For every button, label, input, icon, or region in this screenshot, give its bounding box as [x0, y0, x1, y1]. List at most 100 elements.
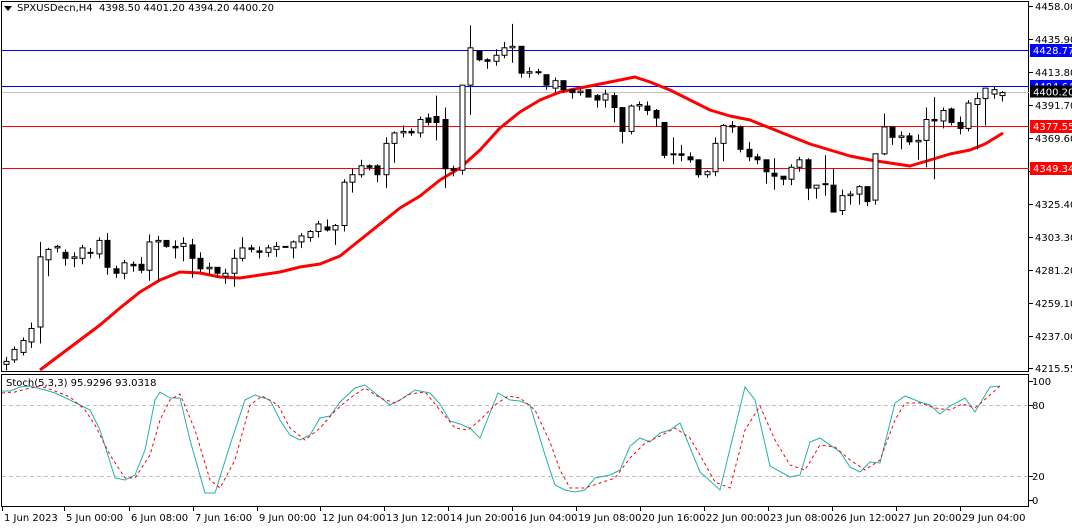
candle	[687, 152, 694, 163]
candle	[974, 92, 981, 150]
candle	[670, 137, 677, 165]
time-tick-label: 29 Jun 04:00	[962, 513, 1026, 524]
candle	[450, 165, 457, 177]
candle	[560, 80, 567, 93]
time-tick-label: 26 Jun 12:00	[834, 513, 898, 524]
candle	[256, 246, 263, 259]
stoch-tick-label: 20	[1032, 472, 1045, 483]
candle	[146, 234, 153, 281]
level-price-tag	[1030, 120, 1072, 133]
stoch-tick-label: 0	[1032, 496, 1038, 507]
candle	[872, 153, 879, 205]
candle	[20, 337, 27, 356]
price-tick-label: 4215.55	[1035, 364, 1072, 375]
candle	[324, 219, 331, 232]
price-tick-label: 4237.00	[1035, 332, 1072, 343]
level-price-text: 4377.55	[1033, 122, 1072, 133]
candle	[425, 113, 432, 126]
candle	[611, 92, 618, 123]
candle	[796, 156, 803, 172]
candle	[653, 109, 660, 127]
candle	[265, 244, 272, 257]
candle	[206, 262, 213, 275]
candle	[273, 241, 280, 257]
candle	[982, 87, 989, 126]
candle	[704, 170, 711, 178]
stoch-tick-label: 100	[1032, 377, 1051, 388]
candle	[644, 101, 651, 115]
candle	[282, 245, 289, 248]
candle	[543, 74, 550, 90]
candle	[720, 123, 727, 162]
stoch-indicator-label: Stoch(5,3,3) 95.9296 93.0318	[6, 378, 157, 389]
price-tick-label: 4391.70	[1035, 101, 1072, 112]
candle	[71, 252, 78, 268]
time-tick-label: 12 Jun 04:00	[322, 513, 386, 524]
candle	[307, 229, 314, 242]
candle	[695, 159, 702, 178]
candle	[535, 68, 542, 75]
current-price-tag	[1030, 85, 1072, 98]
candle	[476, 50, 483, 62]
price-axis: 4458.004435.904413.804391.704369.604347.…	[1029, 2, 1072, 375]
time-tick-label: 6 Jun 08:00	[131, 513, 188, 524]
dropdown-triangle-icon[interactable]	[4, 5, 12, 11]
candle	[62, 249, 69, 266]
candlesticks	[3, 23, 1006, 371]
candle	[433, 95, 440, 141]
level-price-text: 4428.77	[1033, 46, 1072, 57]
candle	[222, 268, 229, 284]
candle	[552, 77, 559, 93]
stoch-axis: 100 80 20 0	[1029, 377, 1051, 507]
candle	[341, 179, 348, 232]
candle	[231, 249, 238, 287]
stoch-plot-frame	[1, 374, 1029, 507]
candle	[780, 175, 787, 186]
candle	[822, 155, 829, 196]
time-tick-label: 7 Jun 16:00	[195, 513, 252, 524]
candle	[45, 247, 52, 277]
candle	[366, 164, 373, 171]
candle	[87, 247, 94, 259]
candle	[754, 153, 761, 165]
price-tick-label: 4369.60	[1035, 134, 1072, 145]
level-price-tag	[1030, 162, 1072, 175]
price-tick-label: 4259.10	[1035, 299, 1072, 310]
stoch-signal-line	[1, 385, 1001, 489]
candle	[813, 184, 820, 199]
candle	[991, 86, 998, 99]
ma-polyline	[39, 75, 1004, 372]
candle	[96, 237, 103, 259]
candle	[940, 107, 947, 129]
candle	[915, 134, 922, 160]
candle	[948, 107, 955, 126]
time-tick-label: 19 Jun 08:00	[578, 513, 642, 524]
candle	[509, 23, 516, 63]
candle	[957, 116, 964, 135]
candle	[189, 238, 196, 278]
candle	[602, 89, 609, 108]
current-price-text: 4400.20	[1033, 88, 1072, 99]
candle	[28, 322, 35, 348]
candle	[484, 58, 491, 69]
moving-average-line	[39, 75, 1004, 372]
candle	[501, 41, 508, 59]
stoch-tick-label: 80	[1032, 401, 1045, 412]
horizontal-levels	[2, 50, 1029, 169]
candle	[79, 244, 86, 265]
price-tick-label: 4458.00	[1035, 2, 1072, 13]
time-tick-label: 13 Jun 12:00	[386, 513, 450, 524]
time-axis: 1 Jun 2023 5 Jun 00:00 6 Jun 08:00 7 Jun 16…	[2, 507, 1026, 524]
price-tick-label: 4281.20	[1035, 266, 1072, 277]
price-tick-label: 4435.90	[1035, 35, 1072, 46]
stoch-level-lines	[2, 405, 1029, 477]
candle	[358, 159, 365, 178]
candle	[298, 232, 305, 248]
candle	[746, 141, 753, 162]
candle	[155, 235, 162, 281]
candle	[661, 121, 668, 159]
candle	[856, 185, 863, 205]
